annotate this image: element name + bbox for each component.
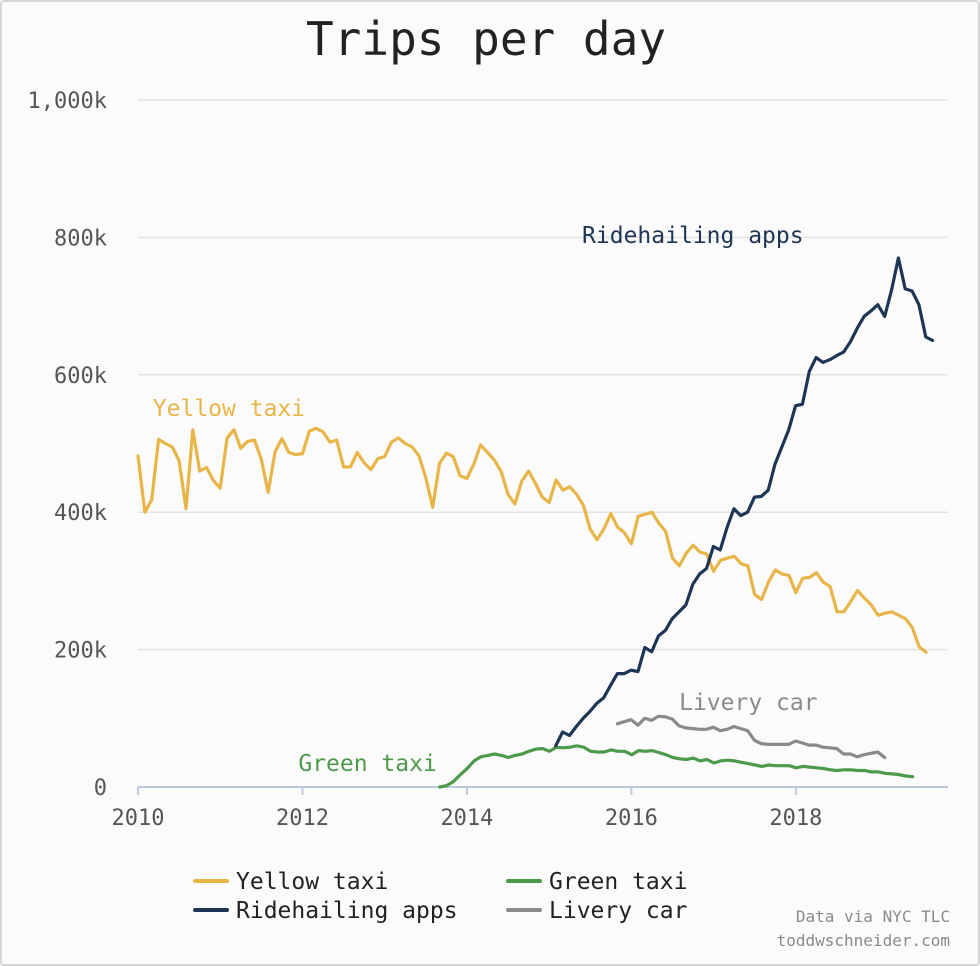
y-tick-label: 0 [94, 776, 107, 801]
x-tick-label: 2016 [605, 806, 658, 831]
series-line-livery [615, 714, 887, 760]
x-tick-label: 2014 [440, 806, 493, 831]
series-lines [136, 256, 935, 789]
series-label-green: Green taxi [298, 751, 436, 777]
series-line-ridehailing [554, 256, 935, 748]
y-tick-label: 400k [54, 501, 107, 526]
chart-title: Trips per day [306, 12, 666, 66]
x-tick-label: 2018 [769, 806, 822, 831]
series-label-ridehailing: Ridehailing apps [582, 223, 804, 249]
legend-label-livery: Livery car [549, 898, 687, 924]
legend-label-ridehailing: Ridehailing apps [236, 898, 458, 924]
data-source-note: Data via NYC TLC [796, 907, 950, 926]
series-line-yellow [136, 426, 928, 654]
x-axis: 2010 2012 2014 2016 2018 [112, 786, 948, 831]
legend-label-green: Green taxi [549, 869, 687, 895]
series-label-livery: Livery car [679, 690, 817, 716]
y-tick-label: 200k [54, 639, 107, 664]
legend: Yellow taxi Green taxi Ridehailing apps Liv… [193, 869, 687, 924]
y-axis: 0 200k 400k 600k 800k 1,000k [28, 89, 107, 801]
credit-note: toddwschneider.com [777, 931, 950, 950]
series-inline-labels: Yellow taxi Ridehailing apps Green taxi Liv… [153, 223, 818, 777]
x-tick-label: 2012 [276, 806, 329, 831]
legend-label-yellow: Yellow taxi [236, 869, 388, 895]
y-gridlines [138, 99, 948, 651]
y-tick-label: 800k [54, 226, 107, 251]
series-line-green [438, 744, 915, 789]
series-label-yellow: Yellow taxi [153, 396, 305, 422]
x-tick-label: 2010 [112, 806, 165, 831]
y-tick-label: 600k [54, 364, 107, 389]
y-tick-label: 1,000k [28, 89, 107, 114]
